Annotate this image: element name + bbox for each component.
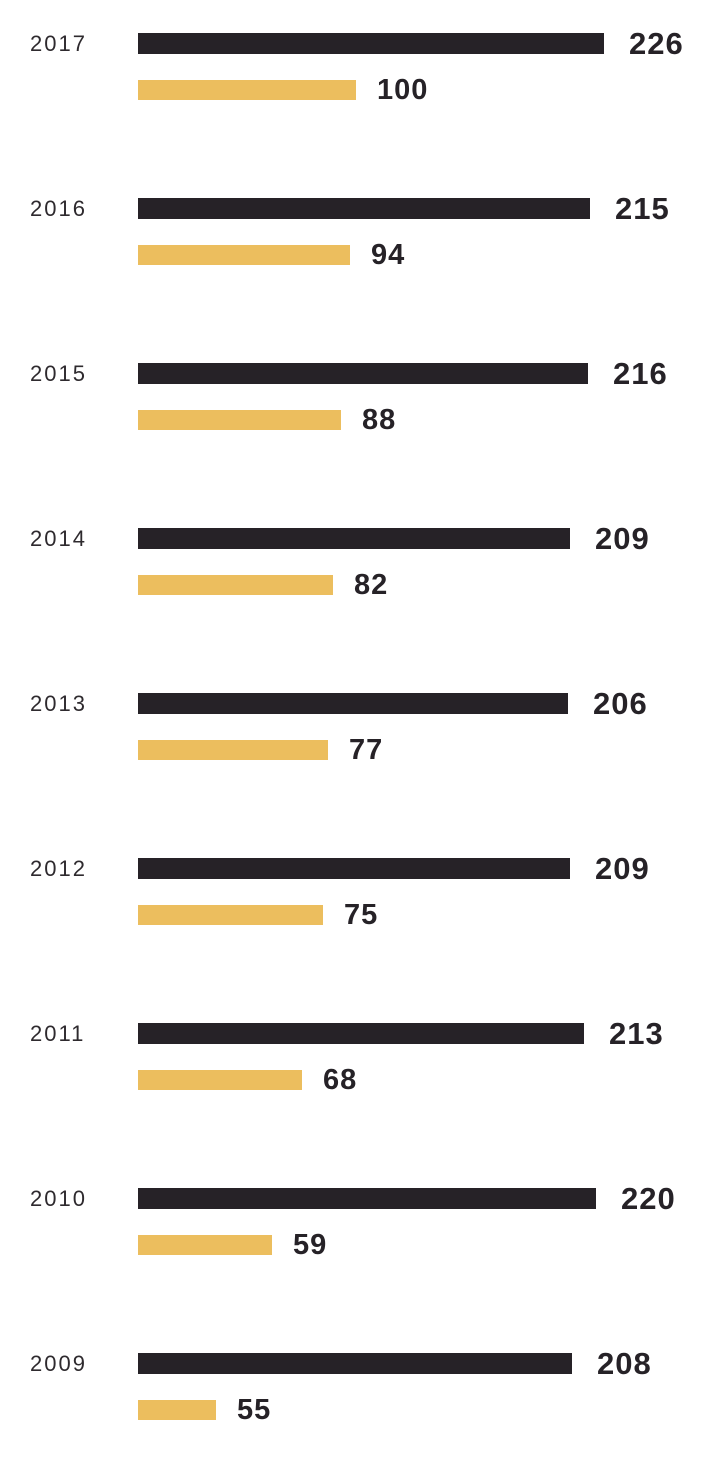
dark-bar-value: 209 xyxy=(595,520,650,556)
dark-bar xyxy=(138,198,590,219)
dark-bar-line: 216 xyxy=(138,356,668,391)
dark-bar xyxy=(138,693,568,714)
gold-bar-value: 82 xyxy=(354,568,389,601)
gold-bar xyxy=(138,740,328,760)
dark-bar xyxy=(138,1353,572,1374)
year-label: 2015 xyxy=(30,361,87,386)
gold-bar xyxy=(138,1400,216,1420)
dark-bar xyxy=(138,1023,584,1044)
gold-bar-value: 75 xyxy=(344,898,379,931)
gold-bar xyxy=(138,905,323,925)
year-row: 2010 220 59 xyxy=(0,1181,719,1308)
dark-bar-value: 208 xyxy=(597,1345,652,1381)
gold-bar-value: 55 xyxy=(237,1393,272,1426)
gold-bar-value: 59 xyxy=(293,1228,328,1261)
gold-bar-value: 88 xyxy=(362,403,397,436)
year-row: 2013 206 77 xyxy=(0,686,719,813)
gold-bar-value: 100 xyxy=(377,73,429,106)
year-label: 2012 xyxy=(30,856,87,881)
dark-bar xyxy=(138,528,570,549)
gold-bar-value: 77 xyxy=(349,733,384,766)
dark-bar-line: 215 xyxy=(138,191,670,226)
gold-bar-line: 100 xyxy=(138,74,428,106)
dark-bar-value: 215 xyxy=(615,190,670,226)
year-label: 2013 xyxy=(30,691,87,716)
year-label: 2016 xyxy=(30,196,87,221)
year-row: 2009 208 55 xyxy=(0,1346,719,1458)
gold-bar-line: 77 xyxy=(138,734,383,766)
dark-bar xyxy=(138,1188,596,1209)
gold-bar xyxy=(138,80,356,100)
year-row: 2011 213 68 xyxy=(0,1016,719,1143)
dark-bar-line: 209 xyxy=(138,521,650,556)
year-row: 2017 226 100 xyxy=(0,26,719,153)
year-label: 2009 xyxy=(30,1351,87,1376)
dark-bar-line: 209 xyxy=(138,851,650,886)
gold-bar-value: 68 xyxy=(323,1063,358,1096)
dark-bar-line: 226 xyxy=(138,26,684,61)
year-row: 2012 209 75 xyxy=(0,851,719,978)
gold-bar-line: 59 xyxy=(138,1229,327,1261)
gold-bar-line: 68 xyxy=(138,1064,357,1096)
gold-bar xyxy=(138,575,333,595)
dark-bar xyxy=(138,363,588,384)
dark-bar xyxy=(138,33,604,54)
year-label: 2017 xyxy=(30,31,87,56)
gold-bar-value: 94 xyxy=(371,238,406,271)
dark-bar-line: 206 xyxy=(138,686,648,721)
gold-bar-line: 94 xyxy=(138,239,405,271)
dark-bar-value: 220 xyxy=(621,1180,676,1216)
gold-bar xyxy=(138,1235,272,1255)
gold-bar xyxy=(138,410,341,430)
gold-bar-line: 75 xyxy=(138,899,378,931)
dark-bar-value: 216 xyxy=(613,355,668,391)
year-row: 2016 215 94 xyxy=(0,191,719,318)
dark-bar-value: 209 xyxy=(595,850,650,886)
year-label: 2014 xyxy=(30,526,87,551)
gold-bar xyxy=(138,1070,302,1090)
dark-bar-value: 206 xyxy=(593,685,648,721)
dark-bar-value: 213 xyxy=(609,1015,664,1051)
dark-bar-line: 220 xyxy=(138,1181,676,1216)
gold-bar-line: 88 xyxy=(138,404,396,436)
year-label: 2011 xyxy=(30,1021,86,1046)
year-label: 2010 xyxy=(30,1186,87,1211)
year-row: 2014 209 82 xyxy=(0,521,719,648)
dark-bar-value: 226 xyxy=(629,25,684,61)
dark-bar xyxy=(138,858,570,879)
dark-bar-line: 208 xyxy=(138,1346,652,1381)
gold-bar-line: 82 xyxy=(138,569,388,601)
dark-bar-line: 213 xyxy=(138,1016,664,1051)
gold-bar-line: 55 xyxy=(138,1394,271,1426)
year-row: 2015 216 88 xyxy=(0,356,719,483)
gold-bar xyxy=(138,245,350,265)
